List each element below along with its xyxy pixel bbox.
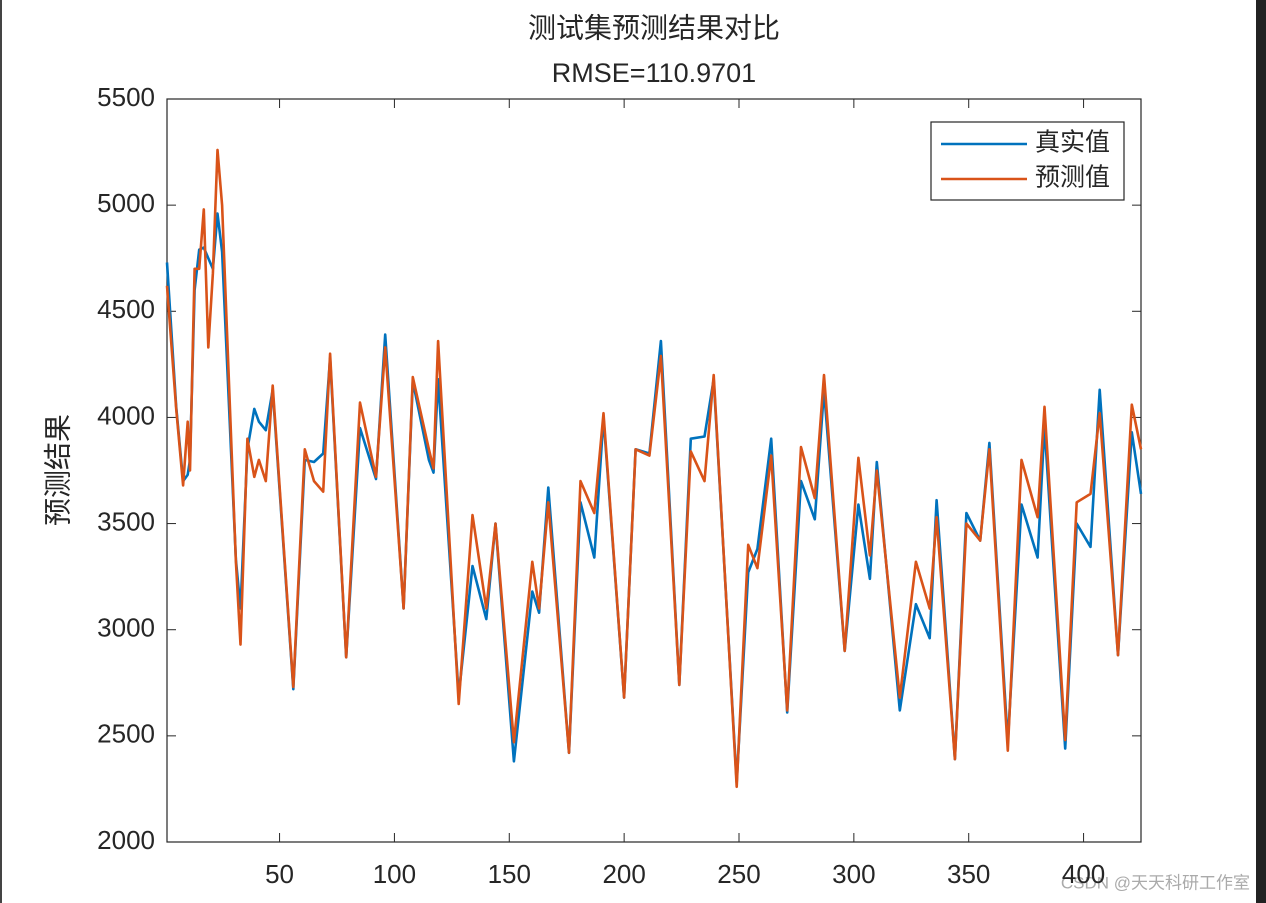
y-tick-label: 2500 <box>97 719 155 749</box>
y-tick-label: 3500 <box>97 506 155 536</box>
y-tick-label: 4000 <box>97 400 155 430</box>
y-tick-label: 4500 <box>97 294 155 324</box>
legend-box <box>930 121 1125 201</box>
plot-area <box>166 98 1142 843</box>
y-tick-label: 5000 <box>97 188 155 218</box>
x-tick-label: 250 <box>717 859 760 889</box>
window-edge <box>1256 0 1266 903</box>
y-tick-label: 5500 <box>97 82 155 112</box>
chart-subtitle: RMSE=110.9701 <box>552 58 756 88</box>
x-tick-label: 350 <box>947 859 990 889</box>
window-edge-left <box>0 0 2 903</box>
y-tick-label: 3000 <box>97 613 155 643</box>
x-tick-label: 400 <box>1062 859 1105 889</box>
x-tick-label: 50 <box>265 859 294 889</box>
x-tick-label: 200 <box>602 859 645 889</box>
legend-label: 预测值 <box>1035 164 1110 192</box>
y-tick-label: 2000 <box>97 825 155 855</box>
x-tick-label: 300 <box>832 859 875 889</box>
x-tick-label: 100 <box>373 859 416 889</box>
series-line <box>165 148 1143 789</box>
watermark: CSDN @天天科研工作室 <box>1061 873 1250 892</box>
legend-label: 真实值 <box>1035 129 1110 157</box>
chart-title: 测试集预测结果对比 <box>528 12 780 43</box>
x-tick-label: 150 <box>488 859 531 889</box>
y-axis-label: 预测结果 <box>42 414 73 526</box>
